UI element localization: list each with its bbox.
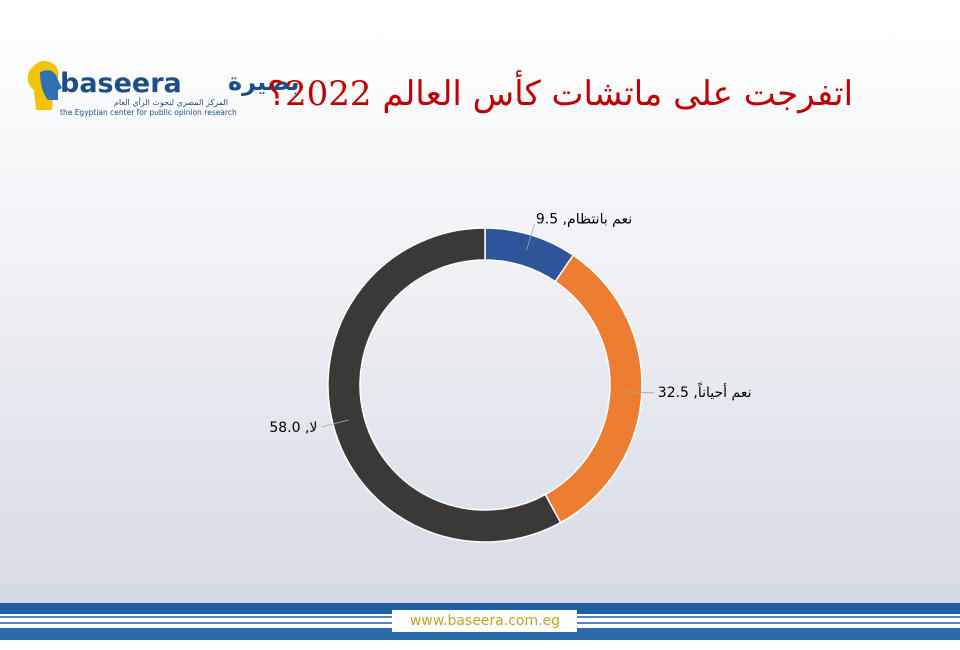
donut-slice xyxy=(327,227,562,543)
data-label: نعم أحياناً, 32.5 xyxy=(658,382,752,401)
data-label: لا, 58.0 xyxy=(269,420,317,436)
logo-arabic: بصيرة xyxy=(228,68,300,96)
logo-head xyxy=(40,70,62,100)
footer: www.baseera.com.eg xyxy=(0,603,960,640)
donut-chart: نعم بانتظام, 9.5 نعم أحياناً, 32.5 لا, 58.… xyxy=(269,212,752,543)
background xyxy=(0,30,960,605)
leader-line xyxy=(321,419,349,428)
data-label: نعم بانتظام, 9.5 xyxy=(536,212,632,228)
footer-band xyxy=(0,603,960,614)
leader-line xyxy=(625,391,654,394)
chart-title: اتفرجت على ماتشات كأس العالم 2022؟ xyxy=(267,70,853,114)
footer-band xyxy=(0,628,960,640)
logo: baseera بصيرة المركز المصري لبحوث الرأي … xyxy=(27,60,300,117)
logo-subtitle: the Egyptian center for public opinion r… xyxy=(60,108,237,117)
logo-subtitle-arabic: المركز المصري لبحوث الرأي العام xyxy=(114,97,228,107)
footer-url: www.baseera.com.eg xyxy=(410,613,560,629)
logo-latin: baseera xyxy=(60,68,182,99)
footer-url-box xyxy=(392,610,577,632)
leader-line xyxy=(526,223,536,251)
